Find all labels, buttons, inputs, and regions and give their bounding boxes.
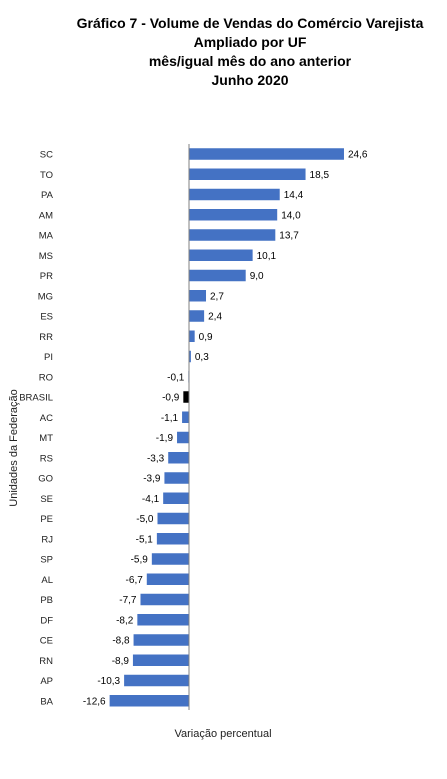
bar-go bbox=[164, 472, 189, 484]
title-line-4: Junho 2020 bbox=[211, 72, 289, 88]
bar-se bbox=[163, 492, 189, 504]
category-label-ac: AC bbox=[40, 413, 53, 424]
bar-ce bbox=[133, 634, 189, 646]
category-label-sc: SC bbox=[40, 150, 53, 161]
chart-title: Gráfico 7 - Volume de Vendas do Comércio… bbox=[60, 14, 440, 90]
value-label-ma: 13,7 bbox=[279, 231, 299, 242]
category-label-go: GO bbox=[38, 474, 53, 485]
category-label-ba: BA bbox=[40, 696, 53, 707]
category-label-pe: PE bbox=[40, 514, 53, 525]
value-label-al: -6,7 bbox=[126, 575, 144, 586]
value-label-go: -3,9 bbox=[143, 474, 161, 485]
category-label-ms: MS bbox=[39, 251, 53, 262]
bar-pa bbox=[189, 188, 280, 201]
value-label-rj: -5,1 bbox=[136, 534, 154, 545]
value-label-ro: -0,1 bbox=[167, 372, 185, 383]
category-label-se: SE bbox=[40, 494, 53, 505]
bar-es bbox=[189, 310, 205, 322]
title-line-2: Ampliado por UF bbox=[193, 34, 307, 50]
bar-ms bbox=[189, 249, 253, 261]
value-label-brasil: -0,9 bbox=[162, 393, 180, 404]
value-label-ac: -1,1 bbox=[161, 413, 179, 424]
category-label-pi: PI bbox=[44, 352, 53, 363]
category-label-rn: RN bbox=[39, 656, 53, 667]
category-label-pa: PA bbox=[41, 190, 54, 201]
value-label-pa: 14,4 bbox=[284, 190, 304, 201]
value-label-sc: 24,6 bbox=[348, 150, 368, 161]
title-line-3: mês/igual mês do ano anterior bbox=[148, 53, 352, 69]
category-label-ce: CE bbox=[40, 636, 53, 647]
value-label-pi: 0,3 bbox=[195, 352, 209, 363]
value-label-rs: -3,3 bbox=[147, 453, 165, 464]
value-label-to: 18,5 bbox=[310, 170, 330, 181]
value-label-rn: -8,9 bbox=[112, 656, 130, 667]
value-label-rr: 0,9 bbox=[199, 332, 213, 343]
bar-rs bbox=[168, 452, 189, 464]
bar-rn bbox=[132, 654, 189, 666]
bar-to bbox=[189, 168, 306, 180]
bar-al bbox=[146, 573, 189, 585]
value-label-ms: 10,1 bbox=[257, 251, 277, 262]
bar-ac bbox=[182, 411, 189, 423]
bar-pi bbox=[189, 350, 191, 363]
category-label-sp: SP bbox=[40, 555, 53, 566]
category-label-pb: PB bbox=[40, 595, 53, 606]
bar-rj bbox=[156, 533, 189, 545]
value-labels: 24,618,514,414,013,710,19,02,72,40,90,3-… bbox=[83, 150, 368, 708]
x-axis-label: Variação percentual bbox=[174, 728, 271, 740]
bar-mg bbox=[189, 290, 207, 302]
bar-rr bbox=[189, 330, 195, 342]
value-label-se: -4,1 bbox=[142, 494, 160, 505]
bar-ma bbox=[189, 229, 276, 241]
category-label-am: AM bbox=[39, 210, 53, 221]
category-label-df: DF bbox=[40, 615, 53, 626]
category-label-es: ES bbox=[40, 312, 53, 323]
bar-mt bbox=[177, 431, 189, 444]
category-label-mg: MG bbox=[38, 291, 53, 302]
category-label-ro: RO bbox=[39, 372, 53, 383]
bar-ba bbox=[109, 695, 189, 707]
value-label-pb: -7,7 bbox=[119, 595, 137, 606]
category-label-rs: RS bbox=[40, 453, 53, 464]
bar-sp bbox=[151, 553, 189, 565]
category-label-ap: AP bbox=[40, 676, 53, 687]
bar-am bbox=[189, 209, 278, 221]
value-label-am: 14,0 bbox=[281, 210, 301, 221]
bar-ap bbox=[124, 674, 189, 687]
value-label-ce: -8,8 bbox=[112, 636, 130, 647]
category-label-rr: RR bbox=[39, 332, 53, 343]
value-label-mg: 2,7 bbox=[210, 291, 224, 302]
value-label-df: -8,2 bbox=[116, 615, 134, 626]
category-labels: SC TO PA AM MA MS PR MG ES RR PI RO BRASIL AC MT RS GO SE… bbox=[19, 150, 53, 708]
bar-pb bbox=[140, 593, 189, 606]
value-label-mt: -1,9 bbox=[156, 433, 174, 444]
bars-group bbox=[109, 148, 344, 707]
category-label-rj: RJ bbox=[41, 534, 53, 545]
value-label-pr: 9,0 bbox=[250, 271, 264, 282]
bar-df bbox=[137, 614, 189, 626]
bar-brasil bbox=[183, 391, 189, 403]
value-label-ap: -10,3 bbox=[97, 676, 120, 687]
value-label-es: 2,4 bbox=[208, 312, 222, 323]
bar-pr bbox=[189, 269, 246, 282]
category-label-to: TO bbox=[40, 170, 53, 181]
category-label-mt: MT bbox=[39, 433, 53, 444]
bar-pe bbox=[157, 512, 189, 525]
value-label-ba: -12,6 bbox=[83, 696, 106, 707]
category-label-brasil: BRASIL bbox=[19, 393, 53, 404]
category-label-pr: PR bbox=[40, 271, 53, 282]
category-label-al: AL bbox=[41, 575, 53, 586]
value-label-sp: -5,9 bbox=[131, 555, 149, 566]
y-axis-label: Unidades da Federação bbox=[8, 389, 20, 506]
value-label-pe: -5,0 bbox=[136, 514, 154, 525]
category-label-ma: MA bbox=[39, 231, 54, 242]
bar-sc bbox=[189, 148, 344, 160]
title-line-1: Gráfico 7 - Volume de Vendas do Comércio… bbox=[76, 15, 424, 31]
